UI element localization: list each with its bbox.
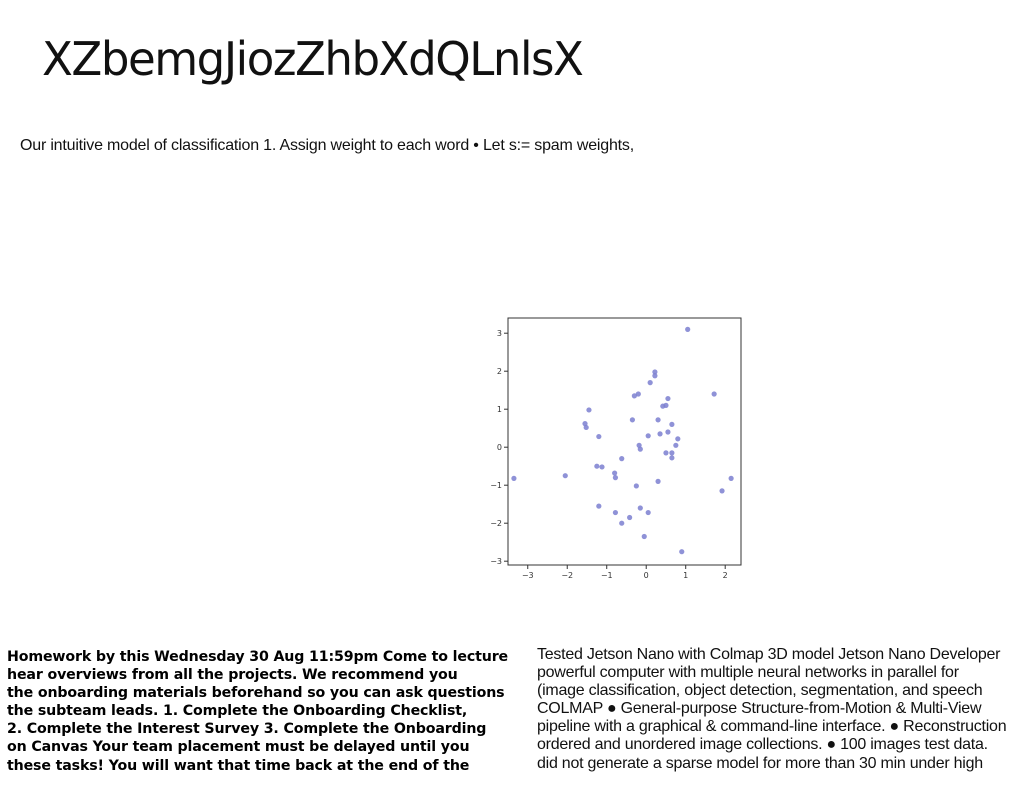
scatter-point <box>629 417 635 423</box>
scatter-point <box>655 478 661 484</box>
scatter-point <box>679 549 685 555</box>
y-tick-label: −3 <box>490 557 502 566</box>
scatter-point <box>655 417 661 423</box>
scatter-point <box>631 393 637 399</box>
y-tick-label: 3 <box>497 329 502 338</box>
homework-line: on Canvas Your team placement must be de… <box>7 739 470 756</box>
scatter-point <box>612 470 618 476</box>
jetson-line: (image classification, object detection,… <box>537 682 983 700</box>
scatter-point <box>728 475 734 481</box>
scatter-point <box>669 421 675 427</box>
x-tick-label: 0 <box>644 571 649 580</box>
scatter-point <box>619 456 625 462</box>
scatter-point <box>647 380 653 386</box>
scatter-point <box>719 488 725 494</box>
y-tick-label: −2 <box>490 519 502 528</box>
page-title: XZbemgJiozZhbXdQLnlsX <box>42 32 584 86</box>
scatter-point <box>645 433 651 439</box>
scatter-point <box>627 514 633 521</box>
scatter-point <box>612 509 619 516</box>
y-tick-label: −1 <box>490 481 502 490</box>
scatter-point <box>637 446 643 452</box>
homework-line: the subteam leads. 1. Complete the Onboa… <box>7 703 468 720</box>
x-tick-label: −2 <box>561 571 573 580</box>
scatter-point <box>645 509 651 516</box>
scatter-point <box>562 473 568 479</box>
jetson-line: COLMAP ● General-purpose Structure-from-… <box>537 700 982 718</box>
y-tick-label: 2 <box>497 367 502 376</box>
scatter-point <box>586 407 592 413</box>
scatter-point <box>660 403 666 409</box>
homework-line: hear overviews from all the projects. We… <box>7 667 458 684</box>
scatter-point <box>596 503 602 509</box>
scatter-point <box>652 373 658 379</box>
scatter-point <box>675 436 681 442</box>
scatter-point <box>596 433 602 440</box>
scatter-point <box>612 475 619 481</box>
x-tick-label: −3 <box>522 571 534 580</box>
scatter-point <box>619 520 625 526</box>
homework-line: the onboarding materials beforehand so y… <box>7 685 505 702</box>
x-tick-label: 2 <box>723 571 728 580</box>
y-tick-label: 1 <box>497 405 502 414</box>
plot-frame <box>507 317 742 566</box>
homework-text-block: Homework by this Wednesday 30 Aug 11:59p… <box>7 648 527 775</box>
scatter-point <box>669 450 675 456</box>
jetson-text-block: Tested Jetson Nano with Colmap 3D model … <box>537 646 1024 773</box>
jetson-line: Tested Jetson Nano with Colmap 3D model … <box>537 646 1001 663</box>
scatter-point <box>665 429 671 435</box>
jetson-line: pipeline with a graphical & command-line… <box>537 718 1007 736</box>
jetson-line: did not generate a sparse model for more… <box>537 754 983 772</box>
scatter-point <box>583 424 589 431</box>
x-tick-label: −1 <box>601 571 613 580</box>
scatter-point <box>637 505 643 511</box>
scatter-point <box>652 369 658 375</box>
page-subtitle: Our intuitive model of classification 1.… <box>20 137 634 154</box>
scatter-point <box>641 533 647 540</box>
scatter-point <box>665 395 671 402</box>
x-tick-label: 1 <box>683 571 688 580</box>
scatter-point <box>657 431 663 437</box>
scatter-point <box>685 326 691 332</box>
scatter-point <box>673 442 679 448</box>
scatter-plot: −3 −2 −1 0 1 2 −3 −2 −1 0 1 2 3 <box>490 317 742 580</box>
jetson-line: powerful computer with multiple neural n… <box>537 664 959 682</box>
scatter-point <box>635 391 641 397</box>
homework-line: 2. Complete the Interest Survey 3. Compl… <box>7 721 487 738</box>
scatter-point <box>711 391 717 397</box>
homework-line: Homework by this Wednesday 30 Aug 11:59p… <box>7 649 509 665</box>
scatter-point <box>633 483 639 489</box>
scatter-point <box>599 464 605 470</box>
scatter-point <box>663 450 669 456</box>
y-tick-label: 0 <box>497 443 502 452</box>
scatter-point <box>511 475 517 481</box>
jetson-line: ordered and unordered image collections.… <box>537 736 988 754</box>
scatter-point <box>594 463 600 469</box>
scatter-point <box>669 455 675 461</box>
homework-line: these tasks! You will want that time bac… <box>7 757 470 774</box>
